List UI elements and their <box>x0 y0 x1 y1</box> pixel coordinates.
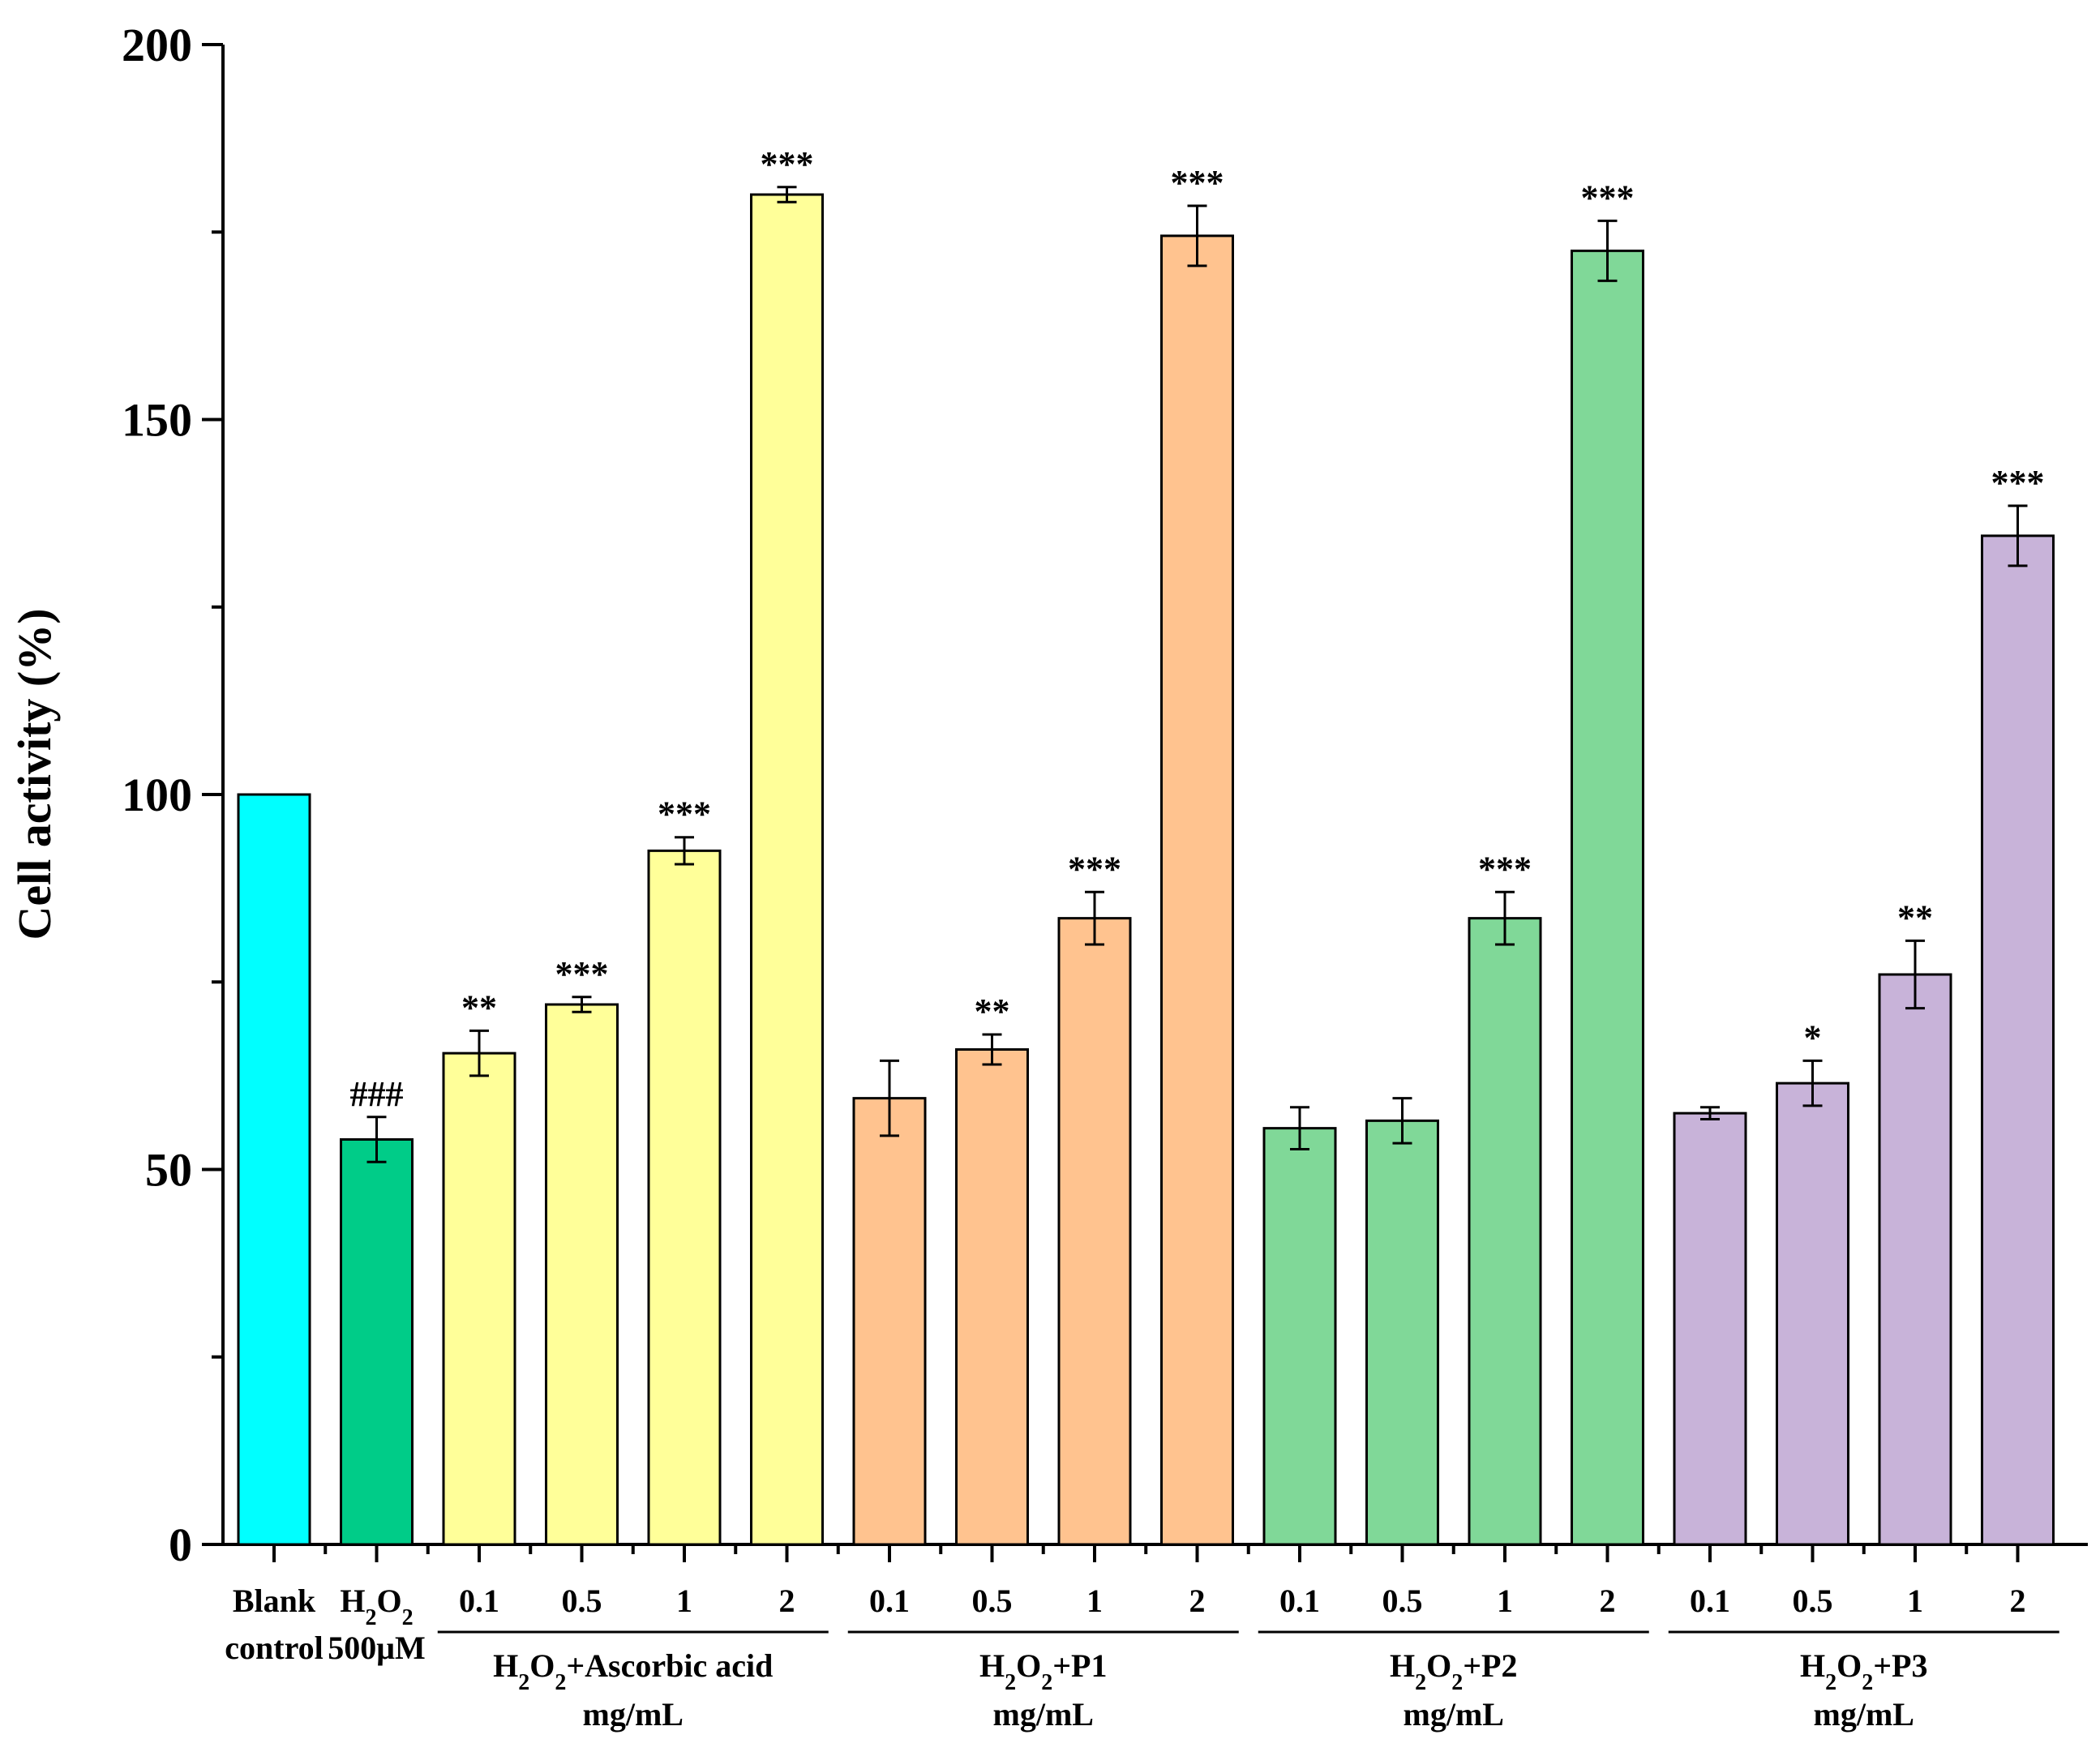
bars: ###******************************* <box>237 144 2055 1546</box>
bar <box>1057 917 1132 1546</box>
significance-label: ### <box>350 1074 404 1114</box>
y-axis: 0 50 100 150 200 <box>122 19 225 1571</box>
group-unit-label: mg/mL <box>1814 1696 1914 1733</box>
bar <box>237 793 311 1546</box>
bar <box>1262 1127 1337 1546</box>
group-label: H2O2+P3 <box>1800 1647 1927 1695</box>
x-tick-label: 1 <box>1907 1583 1923 1619</box>
x-tick-label: 0.5 <box>972 1583 1013 1619</box>
x-tick-label: 1 <box>1497 1583 1513 1619</box>
significance-label: *** <box>658 795 711 834</box>
group-labels: H2O2+Ascorbic acidmg/mLH2O2+P1mg/mLH2O2+… <box>437 1630 2059 1733</box>
group-unit-label: mg/mL <box>993 1696 1094 1733</box>
bar <box>1776 1082 1849 1546</box>
x-tick-label: 0.5 <box>1382 1583 1423 1619</box>
bar <box>1878 973 1952 1546</box>
x-tick-label: 2 <box>2010 1583 2026 1619</box>
x-tick-label: Blank <box>233 1583 316 1619</box>
y-axis-title: Cell activity (%) <box>8 608 61 940</box>
significance-label: *** <box>1581 178 1635 217</box>
significance-label: ** <box>975 992 1010 1031</box>
group-label: H2O2+P1 <box>979 1647 1107 1695</box>
y-tick-label: 150 <box>122 394 192 447</box>
bar <box>340 1138 414 1546</box>
y-tick-label: 50 <box>145 1144 192 1197</box>
x-tick-label: 0.1 <box>1279 1583 1320 1619</box>
bar <box>647 849 722 1546</box>
bar <box>442 1052 516 1546</box>
significance-label: *** <box>555 954 609 994</box>
x-tick-label: 2 <box>1189 1583 1206 1619</box>
y-tick-label: 0 <box>169 1518 192 1571</box>
x-tick-label: 1 <box>676 1583 692 1619</box>
group-unit-label: mg/mL <box>583 1696 684 1733</box>
significance-label: *** <box>1171 163 1224 203</box>
x-tick-label: 1 <box>1086 1583 1103 1619</box>
significance-label: *** <box>1991 463 2045 503</box>
group-label: H2O2+P2 <box>1390 1647 1517 1695</box>
x-tick-label: 0.5 <box>1793 1583 1833 1619</box>
x-tick-label: 0.1 <box>869 1583 910 1619</box>
x-tick-label: 0.1 <box>1690 1583 1730 1619</box>
bar <box>955 1048 1029 1546</box>
x-tick-label: 0.1 <box>459 1583 499 1619</box>
x-tick-label: H2O2 <box>340 1583 413 1630</box>
bar <box>1673 1112 1747 1546</box>
significance-label: ** <box>1897 897 1933 937</box>
bar <box>750 193 824 1546</box>
bar <box>1468 917 1542 1546</box>
group-label: H2O2+Ascorbic acid <box>493 1647 773 1695</box>
y-tick-label: 200 <box>122 19 192 71</box>
bar <box>1160 234 1234 1546</box>
bar <box>852 1097 927 1546</box>
significance-label: *** <box>1478 849 1532 889</box>
x-tick-label: 500μM <box>328 1630 425 1666</box>
y-tick-label: 100 <box>122 769 192 821</box>
significance-label: ** <box>461 987 497 1027</box>
x-tick-label: 0.5 <box>562 1583 602 1619</box>
significance-label: * <box>1804 1017 1822 1057</box>
significance-label: *** <box>1068 849 1121 889</box>
x-tick-label: 2 <box>1600 1583 1616 1619</box>
bar <box>1365 1119 1439 1546</box>
significance-label: *** <box>761 144 814 184</box>
x-tick-label: 2 <box>779 1583 795 1619</box>
x-axis <box>223 1543 2088 1562</box>
bar <box>1981 534 2055 1546</box>
bar <box>1571 249 1644 1546</box>
group-unit-label: mg/mL <box>1404 1696 1504 1733</box>
x-tick-label: control <box>225 1630 323 1666</box>
bar <box>545 1003 619 1546</box>
